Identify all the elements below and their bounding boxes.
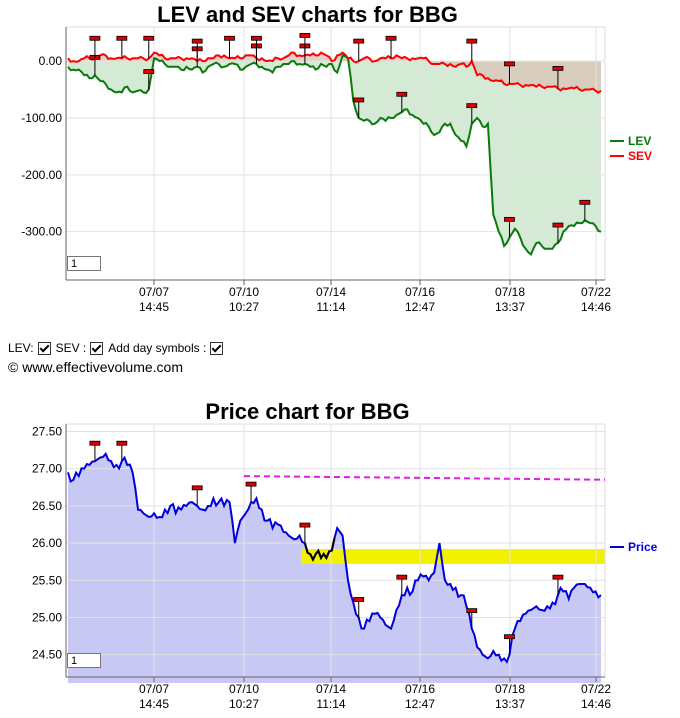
sev-checkbox[interactable]: [90, 341, 104, 355]
sev-line: [67, 51, 602, 94]
price-chart-title: Price chart for BBG: [205, 399, 410, 424]
price-day-marker: [504, 634, 515, 640]
y-tick-label: 25.00: [32, 610, 62, 624]
sev-day-marker: [116, 35, 128, 41]
day-symbols-checkbox[interactable]: [210, 341, 224, 355]
price-day-marker: [299, 522, 311, 528]
y-tick-label: 27.00: [32, 462, 62, 476]
lev-day-marker: [579, 199, 591, 205]
y-tick-label: 26.50: [32, 499, 62, 513]
y-tick-label: -100.00: [21, 111, 62, 125]
x-tick-time: 10:27: [229, 300, 259, 314]
sev-day-marker: [224, 35, 235, 41]
reference-line: [243, 475, 605, 481]
x-tick-time: 14:45: [139, 300, 169, 314]
price-day-marker: [89, 440, 101, 446]
sev-day-marker: [466, 38, 478, 44]
legend-lev-label: LEV: [628, 134, 651, 148]
x-tick-time: 12:47: [405, 697, 435, 711]
lev-day-marker: [552, 222, 564, 228]
price-day-marker: [245, 481, 257, 487]
x-tick-date: 07/16: [405, 682, 435, 696]
x-tick-time: 14:46: [581, 697, 611, 711]
y-tick-label: 27.50: [32, 424, 62, 438]
x-tick-date: 07/18: [495, 682, 525, 696]
x-tick-date: 07/10: [229, 285, 259, 299]
price-band-segment: [303, 537, 336, 562]
top-zoom-input[interactable]: 1: [67, 256, 101, 271]
sev-day-marker: [353, 38, 365, 44]
lev-day-marker: [353, 97, 365, 103]
copyright-text: © www.effectivevolume.com: [8, 359, 184, 375]
x-tick-time: 11:14: [316, 300, 345, 314]
x-tick-time: 10:27: [229, 697, 259, 711]
price-area: [68, 453, 601, 683]
x-tick-date: 07/22: [581, 682, 611, 696]
x-tick-date: 07/14: [316, 285, 346, 299]
highlight-band: [301, 549, 605, 564]
price-chart: 27.50 27.00 26.50 26.00 25.50 25.00 24.50 07/07…: [32, 423, 658, 711]
price-day-marker: [552, 574, 564, 580]
legend-sev-label: SEV: [628, 149, 652, 163]
lev-line: [67, 54, 602, 256]
series-toggles: LEV: SEV : Add day symbols :: [8, 341, 226, 355]
sev-day-marker: [143, 35, 155, 41]
day-symbols-label: Add day symbols :: [108, 341, 207, 355]
x-tick-date: 07/10: [229, 682, 259, 696]
bottom-zoom-input[interactable]: 1: [67, 653, 101, 668]
lev-day-marker: [504, 216, 515, 222]
x-tick-time: 14:46: [581, 300, 611, 314]
legend-price-label: Price: [628, 540, 658, 554]
y-tick-label: 25.50: [32, 573, 62, 587]
sev-day-marker: [299, 33, 311, 38]
y-tick-label: 0.00: [39, 54, 63, 68]
sev-day-marker: [504, 61, 515, 67]
x-tick-date: 07/18: [495, 285, 525, 299]
x-tick-time: 13:37: [495, 300, 525, 314]
lev-day-marker: [143, 69, 155, 74]
x-tick-date: 07/07: [139, 285, 169, 299]
lev-day-marker: [396, 91, 408, 97]
lev-sev-chart-title: LEV and SEV charts for BBG: [157, 2, 458, 27]
price-day-marker: [396, 574, 408, 580]
price-day-marker: [191, 485, 203, 491]
x-tick-time: 12:47: [405, 300, 435, 314]
x-tick-date: 07/07: [139, 682, 169, 696]
x-tick-time: 13:37: [495, 697, 525, 711]
price-day-marker: [353, 597, 365, 602]
price-day-marker: [466, 608, 478, 614]
sev-toggle-label: SEV :: [55, 341, 87, 355]
sev-day-marker: [385, 35, 397, 41]
y-tick-label: 26.00: [32, 536, 62, 550]
x-tick-time: 11:14: [316, 697, 345, 711]
lev-toggle-label: LEV:: [8, 341, 34, 355]
lev-checkbox[interactable]: [37, 341, 51, 355]
sev-day-marker: [552, 66, 564, 71]
sev-day-marker: [251, 35, 262, 41]
x-tick-time: 14:45: [139, 697, 169, 711]
x-tick-date: 07/22: [581, 285, 611, 299]
sev-day-marker: [191, 38, 203, 44]
sev-day-marker: [89, 35, 101, 41]
x-tick-date: 07/16: [405, 285, 435, 299]
price-day-marker: [116, 440, 128, 446]
sev-area: [68, 52, 601, 93]
y-tick-label: -300.00: [21, 225, 62, 239]
lev-day-marker: [466, 103, 478, 109]
x-tick-date: 07/14: [316, 682, 346, 696]
y-tick-label: -200.00: [21, 168, 62, 182]
y-tick-label: 24.50: [32, 648, 62, 662]
